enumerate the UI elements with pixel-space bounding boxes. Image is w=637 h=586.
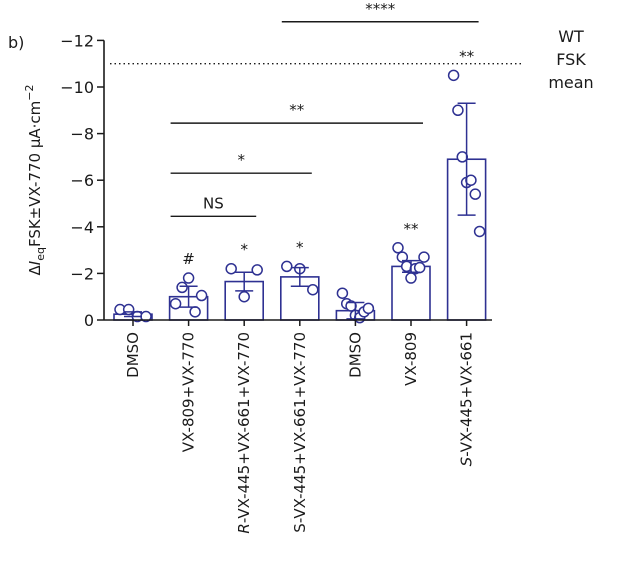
reference-line-label: FSK — [556, 50, 586, 69]
data-point — [452, 104, 464, 117]
data-point — [392, 242, 404, 254]
y-tick-label: −6 — [70, 171, 94, 190]
data-point — [456, 151, 469, 163]
y-tick-label: −4 — [70, 218, 94, 237]
data-point — [251, 264, 263, 276]
y-ticks-group: 0 −2 −4 −6 −8 −10 −12 — [60, 31, 104, 330]
data-point — [405, 272, 417, 284]
x-tick-label: S-VX-445+VX-661 — [458, 332, 476, 466]
x-tick-label-prefix: S — [458, 456, 476, 466]
y-axis-title: ΔIeqFSK±VX-770 μA·cm−2 — [23, 85, 47, 276]
y-tick-label: −8 — [70, 125, 94, 144]
bar-significance-label: # — [182, 250, 195, 268]
x-tick-label-text: DMSO — [346, 332, 364, 378]
y-tick-label: −10 — [60, 78, 94, 97]
x-tick-label: DMSO — [346, 332, 364, 378]
comparison-label: ** — [289, 101, 305, 119]
y-tick-label: 0 — [84, 311, 94, 330]
bar-labels-group: #* ***** — [182, 47, 474, 268]
x-tick-label: S-VX-445+VX-661+VX-770 — [291, 332, 309, 533]
y-axis-title-delta: Δ — [26, 265, 44, 276]
comparison-label: **** — [365, 0, 396, 18]
x-tick-labels-group: DMSO VX-809+VX-770 R-VX-445+VX-661+VX-770 S… — [124, 332, 476, 534]
y-axis-title-i: I — [26, 260, 44, 265]
data-point — [465, 174, 477, 186]
bar-significance-label: ** — [459, 47, 475, 65]
data-point — [336, 287, 349, 299]
x-tick-label: R-VX-445+VX-661+VX-770 — [235, 332, 253, 534]
x-tick-label-prefix: R — [235, 523, 253, 533]
comparisons-group: NS******* — [170, 0, 479, 218]
data-point — [122, 303, 135, 316]
reference-line-label: WT — [558, 27, 584, 46]
data-point — [413, 261, 426, 274]
data-point — [447, 69, 460, 82]
x-tick-label-text: -VX-445+VX-661+VX-770 — [235, 332, 253, 523]
data-point — [396, 251, 409, 263]
data-point — [238, 290, 250, 303]
x-tick-label-text: VX-809 — [402, 332, 420, 386]
panel-label: b) — [8, 33, 24, 52]
data-point — [307, 283, 319, 296]
data-point — [169, 297, 182, 310]
y-tick-label: −2 — [70, 264, 94, 283]
data-point — [362, 302, 375, 315]
y-tick-label: −12 — [60, 31, 94, 50]
y-axis-title-sup: −2 — [23, 85, 36, 101]
x-tick-label-text: VX-809+VX-770 — [180, 332, 198, 452]
y-axis-title-main: FSK±VX-770 μA·cm — [26, 101, 44, 247]
data-point — [189, 306, 201, 318]
x-tick-label-text: -VX-445+VX-661 — [458, 332, 476, 457]
data-point — [473, 225, 486, 238]
error-bars-group — [124, 102, 476, 320]
reference-line-group: WT FSK mean — [110, 27, 594, 92]
data-point — [469, 188, 482, 200]
data-point — [418, 251, 430, 263]
bar-significance-label: * — [296, 238, 304, 256]
comparison-label: NS — [203, 194, 224, 212]
data-point — [195, 289, 208, 302]
x-tick-label: DMSO — [124, 332, 142, 378]
data-point — [182, 272, 195, 284]
data-point — [281, 260, 293, 273]
data-point — [225, 262, 237, 275]
x-tick-label: VX-809 — [402, 332, 420, 386]
x-tick-label: VX-809+VX-770 — [180, 332, 198, 452]
svg-text:ΔIeqFSK±VX-770 μA·cm−2: ΔIeqFSK±VX-770 μA·cm−2 — [23, 85, 47, 276]
data-point — [176, 281, 188, 294]
comparison-label: * — [237, 151, 245, 169]
bar-significance-label: ** — [404, 220, 420, 238]
bar-significance-label: * — [240, 241, 248, 259]
reference-line-label: mean — [548, 73, 593, 92]
y-axis-title-sub: eq — [34, 247, 47, 261]
x-tick-label-text: DMSO — [124, 332, 142, 378]
x-tick-label-text: S-VX-445+VX-661+VX-770 — [291, 332, 309, 533]
